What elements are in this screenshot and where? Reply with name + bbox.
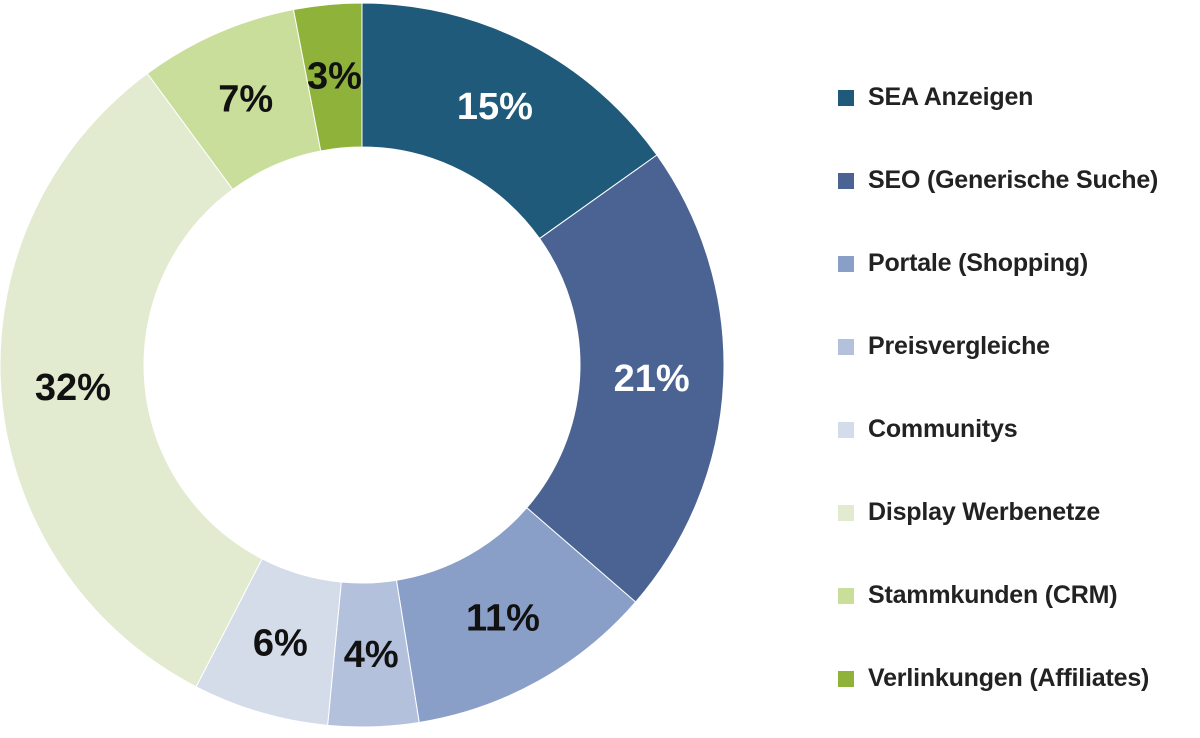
donut-svg: 15% 21% 11% 4% 6% 32% 7% 3% bbox=[0, 2, 725, 728]
legend-label: Portale (Shopping) bbox=[868, 249, 1088, 277]
legend-item: Communitys bbox=[838, 406, 1198, 489]
legend-swatch bbox=[838, 173, 854, 189]
legend-swatch bbox=[838, 505, 854, 521]
legend-swatch bbox=[838, 671, 854, 687]
legend-label: Display Werbenetze bbox=[868, 498, 1101, 526]
slice-value-label: 21% bbox=[614, 358, 690, 400]
legend-item: SEA Anzeigen bbox=[838, 74, 1198, 157]
slice-value-label: 6% bbox=[253, 622, 308, 664]
legend-label: SEO (Generische Suche) bbox=[868, 166, 1159, 194]
legend-label: Verlinkungen (Affiliates) bbox=[868, 664, 1150, 692]
slice-value-label: 11% bbox=[466, 597, 540, 639]
legend-item: Verlinkungen (Affiliates) bbox=[838, 655, 1198, 738]
legend-swatch bbox=[838, 588, 854, 604]
legend-item: Preisvergleiche bbox=[838, 323, 1198, 406]
legend-label: Communitys bbox=[868, 415, 1018, 443]
legend-swatch bbox=[838, 256, 854, 272]
slice-value-label: 4% bbox=[344, 634, 399, 676]
legend-item: Portale (Shopping) bbox=[838, 240, 1198, 323]
legend-swatch bbox=[838, 422, 854, 438]
legend-label: SEA Anzeigen bbox=[868, 83, 1034, 111]
donut-slice bbox=[0, 72, 263, 688]
legend-swatch bbox=[838, 90, 854, 106]
legend-item: Stammkunden (CRM) bbox=[838, 572, 1198, 655]
legend-label: Preisvergleiche bbox=[868, 332, 1050, 360]
legend-item: SEO (Generische Suche) bbox=[838, 157, 1198, 240]
slice-value-label: 15% bbox=[457, 86, 533, 128]
legend-label: Stammkunden (CRM) bbox=[868, 581, 1118, 609]
slice-value-label: 32% bbox=[35, 367, 111, 409]
donut-slice bbox=[361, 2, 658, 240]
slice-value-label: 7% bbox=[218, 78, 273, 120]
slice-value-label: 3% bbox=[307, 55, 362, 97]
donut-slice bbox=[292, 2, 363, 152]
legend-swatch bbox=[838, 339, 854, 355]
donut-slice bbox=[526, 154, 725, 603]
legend-item: Display Werbenetze bbox=[838, 489, 1198, 572]
chart-legend: SEA Anzeigen SEO (Generische Suche) Port… bbox=[838, 74, 1198, 738]
